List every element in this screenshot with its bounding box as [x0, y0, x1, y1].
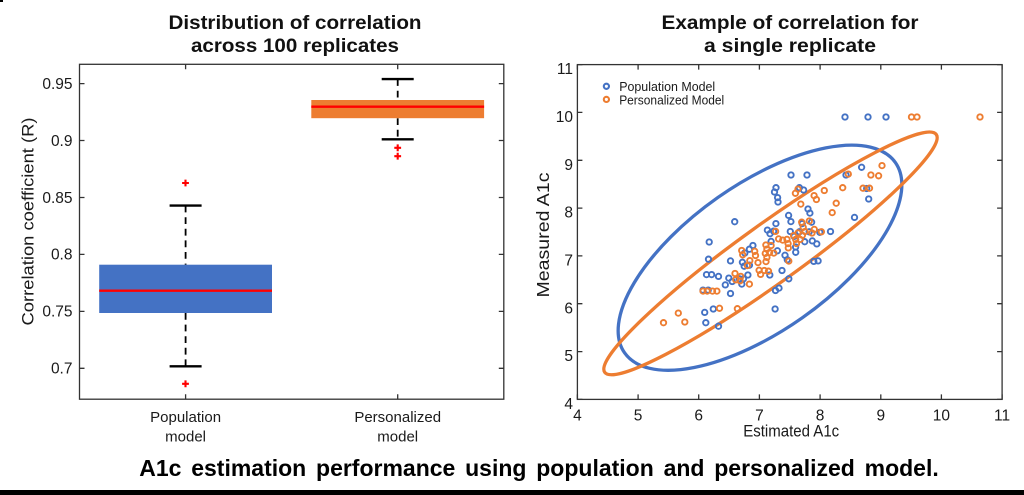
svg-text:a single replicate: a single replicate [704, 36, 876, 57]
svg-text:10: 10 [933, 408, 951, 425]
svg-text:6: 6 [564, 300, 573, 317]
svg-text:Distribution of correlation: Distribution of correlation [169, 13, 422, 34]
svg-text:across 100 replicates: across 100 replicates [191, 36, 399, 57]
svg-text:Personalized: Personalized [354, 409, 441, 426]
svg-text:11: 11 [557, 61, 573, 78]
svg-text:Correlation coefficient (R): Correlation coefficient (R) [18, 118, 37, 326]
svg-text:4: 4 [564, 396, 573, 413]
svg-text:5: 5 [634, 408, 643, 425]
svg-text:11: 11 [994, 408, 1010, 425]
svg-text:10: 10 [556, 109, 574, 126]
svg-text:9: 9 [876, 408, 885, 425]
svg-text:9: 9 [564, 157, 573, 174]
svg-text:0.8: 0.8 [51, 247, 73, 264]
svg-text:model: model [377, 429, 418, 446]
svg-text:8: 8 [816, 408, 825, 425]
svg-text:4: 4 [573, 408, 582, 425]
svg-text:8: 8 [564, 205, 573, 222]
svg-text:Personalized Model: Personalized Model [619, 93, 724, 108]
svg-text:Measured A1c: Measured A1c [533, 172, 553, 297]
svg-text:0.7: 0.7 [51, 361, 73, 378]
svg-text:A1c estimation performance usi: A1c estimation performance using populat… [139, 455, 939, 481]
svg-text:Estimated A1c: Estimated A1c [743, 422, 839, 440]
svg-text:0.75: 0.75 [42, 304, 72, 321]
svg-text:0.95: 0.95 [42, 76, 72, 93]
svg-text:model: model [165, 429, 206, 446]
svg-text:Population Model: Population Model [619, 79, 715, 94]
svg-text:0.85: 0.85 [42, 190, 72, 207]
svg-text:7: 7 [564, 253, 573, 270]
svg-text:Example of correlation for: Example of correlation for [662, 13, 920, 34]
svg-text:6: 6 [694, 408, 703, 425]
svg-text:5: 5 [564, 348, 573, 365]
svg-text:0.9: 0.9 [51, 133, 73, 150]
svg-text:Population: Population [150, 409, 221, 426]
svg-text:7: 7 [755, 408, 764, 425]
